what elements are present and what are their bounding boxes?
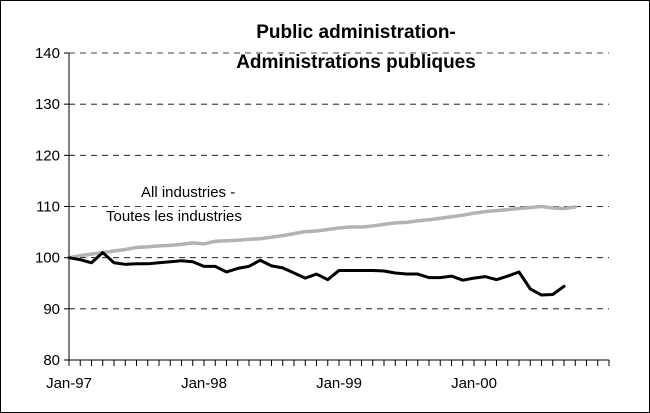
x-tick-label-0: Jan-97 <box>46 375 92 392</box>
y-tick-label-130: 130 <box>35 96 60 113</box>
chart-title-line-1: Public administration- <box>256 22 456 43</box>
public-administration-series-line <box>67 251 566 297</box>
y-tick-label-100: 100 <box>35 250 60 267</box>
y-tick-label-80: 80 <box>43 352 60 369</box>
y-tick-label-110: 110 <box>36 199 60 216</box>
chart-title-line-2: Administrations publiques <box>236 52 476 73</box>
y-tick-label-140: 140 <box>35 45 60 62</box>
gridlines <box>69 52 609 310</box>
all-industries-series-line <box>67 204 577 260</box>
y-tick-label-90: 90 <box>43 301 60 318</box>
x-tick-label-2: Jan-99 <box>316 375 362 392</box>
y-tick-label-120: 120 <box>35 147 60 164</box>
all-industries-label-en: All industries - <box>141 184 235 201</box>
axes: 80 90 100 110 120 130 140 Jan-97 Jan-98 Jan-99 Jan… <box>35 45 610 392</box>
all-industries-label-fr: Toutes les industries <box>106 208 242 225</box>
series-lines <box>67 204 577 297</box>
x-tick-label-1: Jan-98 <box>181 375 227 392</box>
x-tick-label-3: Jan-00 <box>451 375 497 392</box>
